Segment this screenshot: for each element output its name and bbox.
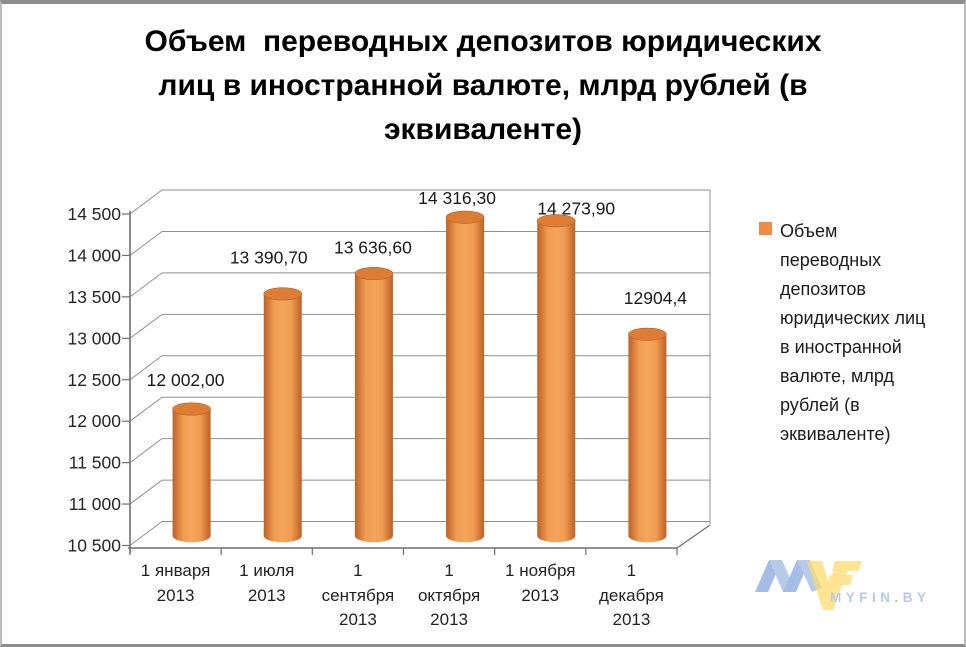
x-axis-label-line: 1	[626, 561, 637, 580]
gridlines	[129, 189, 711, 546]
legend-line: юридических лиц	[780, 308, 926, 328]
bar-cylinder	[445, 210, 485, 543]
chart-title-line-2: лиц в иностранной валюте, млрд рублей (в	[158, 69, 808, 102]
gridline	[129, 479, 710, 505]
cylinder-bottom	[263, 529, 302, 543]
x-axis-label-line: 1 июля	[239, 561, 295, 580]
cylinder-top	[263, 287, 303, 301]
gridline	[129, 272, 710, 298]
cylinder-bottom	[354, 529, 393, 543]
x-axis-label-line: 1 ноября	[505, 561, 576, 580]
y-tick-label: 10 500	[67, 536, 121, 556]
myfin-text: MYFIN	[830, 590, 895, 605]
cylinder-bottom	[537, 529, 576, 543]
axes	[122, 211, 711, 555]
myfin-dot: .	[894, 590, 903, 605]
legend-line: депозитов	[780, 279, 866, 299]
x-axis-label: 1 июля 2013	[221, 559, 312, 608]
x-axis-label-line: декабря	[598, 585, 664, 605]
x-axis-label-line: 2013	[612, 610, 651, 629]
gridline	[129, 438, 710, 464]
myfin-watermark: MYFIN.BY	[746, 552, 946, 614]
legend-line: в иностранной	[780, 337, 902, 357]
value-label: 14 273,90	[537, 199, 615, 219]
x-axis-label: 1 января 2013	[130, 559, 221, 608]
y-tick-label: 13 000	[67, 328, 121, 348]
chart-title: Объем переводных депозитов юридических л…	[2, 20, 964, 152]
chart-title-line-3: эквиваленте)	[383, 113, 583, 146]
y-tick-label: 14 000	[67, 245, 121, 265]
value-label: 12 002,00	[147, 370, 225, 390]
x-axis-label-line: 2013	[156, 585, 195, 605]
gridline	[129, 521, 710, 546]
x-axis-label-line: октября	[417, 585, 481, 605]
chart-title-line-1: Объем переводных депозитов юридических	[144, 25, 822, 58]
value-label: 13 390,70	[230, 248, 308, 268]
floor-right-edge	[676, 524, 711, 549]
x-axis-label-line: 1	[353, 561, 363, 580]
gridline	[129, 189, 710, 215]
bar-cylinder	[263, 287, 303, 543]
cylinder-bottom	[172, 529, 211, 543]
legend-line: переводных	[780, 250, 882, 270]
x-axis-label-line: 2013	[430, 610, 468, 629]
bar-cylinder	[172, 402, 211, 543]
y-tick-label: 12 500	[67, 370, 121, 390]
cylinder-top	[354, 267, 394, 281]
legend: Объем переводных депозитов юридических л…	[755, 217, 960, 449]
myfin-watermark-text: MYFIN.BY	[830, 590, 931, 605]
cylinder-body	[354, 273, 393, 536]
myfin-logo-icon	[755, 560, 862, 610]
bar-cylinder	[354, 267, 394, 543]
x-axis-label-line: 1	[444, 561, 454, 580]
y-tick-label: 14 500	[67, 204, 121, 224]
legend-line: эквиваленте)	[780, 424, 891, 444]
bar-cylinder	[628, 327, 667, 543]
cylinder-body	[628, 334, 667, 536]
cylinder-body	[446, 217, 485, 537]
x-axis-label-line: 2013	[247, 585, 286, 605]
value-label: 14 316,30	[418, 188, 496, 208]
value-labels: 12 002,00 13 390,70 13 636,60 14 316,30 14 2…	[147, 188, 688, 390]
x-axis-label: 1 октября 2013	[404, 559, 495, 633]
myfin-by-text: BY	[902, 590, 931, 605]
gridline	[129, 355, 710, 381]
y-tick-label: 11 500	[69, 453, 121, 473]
cylinder-body	[263, 293, 302, 536]
bars	[172, 210, 667, 543]
bar-cylinder	[536, 214, 576, 543]
legend-swatch	[759, 222, 772, 235]
y-tick-label: 11 000	[69, 494, 121, 514]
legend-line: рублей (в	[780, 395, 860, 415]
cylinder-top	[172, 402, 211, 416]
x-axis-label: 1 декабря 2013	[586, 559, 677, 633]
gridline	[129, 313, 710, 339]
gridline	[129, 230, 710, 256]
x-axis-label-line: 2013	[521, 585, 560, 605]
cylinder-bottom	[446, 529, 485, 543]
y-tick-label: 12 000	[67, 411, 121, 431]
y-tick-label: 13 500	[67, 287, 121, 307]
cylinder-body	[537, 220, 576, 536]
x-axis-label: 1 ноября 2013	[495, 559, 586, 608]
value-label: 13 636,60	[334, 237, 412, 257]
x-axis-label-line: сентября	[321, 585, 395, 605]
cylinder-bar-chart: 12 002,00 13 390,70 13 636,60 14 316,30 14 2…	[67, 188, 711, 556]
cylinder-top	[628, 327, 667, 341]
legend-line: Объем	[780, 221, 838, 241]
cylinder-bottom	[628, 529, 667, 543]
cylinder-top	[536, 214, 576, 228]
x-axis-label-line: 1 января	[140, 561, 211, 580]
y-axis-labels: 10 500 11 000 11 500 12 000 12 500 13 000 13 5…	[67, 204, 121, 556]
legend-line: валюте, млрд	[780, 366, 895, 386]
cylinder-top	[445, 210, 485, 224]
x-axis-label: 1 сентября 2013	[312, 559, 403, 633]
x-axis-label-line: 2013	[338, 610, 377, 629]
legend-series-label: Объем переводных депозитов юридических л…	[780, 217, 925, 449]
value-label: 12904,4	[624, 288, 688, 308]
gridline	[129, 396, 710, 422]
cylinder-body	[172, 409, 211, 536]
